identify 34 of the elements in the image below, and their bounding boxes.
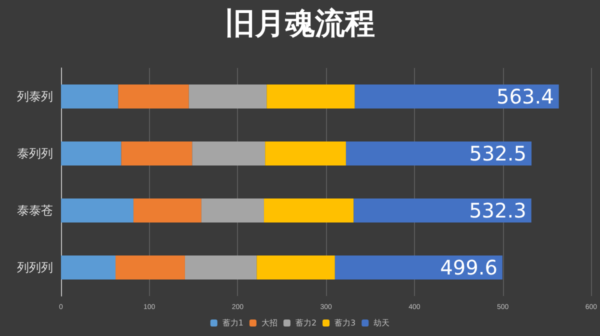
total-label: 563.4	[496, 84, 554, 108]
y-tick-label: 泰列列	[17, 146, 53, 160]
bar	[61, 142, 122, 166]
bar	[188, 84, 267, 108]
bar	[346, 142, 532, 166]
y-tick-label: 列泰列	[17, 90, 53, 104]
bar	[61, 256, 116, 280]
bar	[133, 198, 202, 222]
legend-label: 蓄力3	[334, 318, 356, 328]
bar	[201, 198, 264, 222]
bar	[354, 198, 532, 222]
legend-label: 蓄力2	[295, 318, 317, 328]
bar	[334, 256, 502, 280]
y-tick-label: 列列列	[17, 260, 53, 274]
bar	[61, 198, 134, 222]
bar	[116, 256, 185, 280]
bar	[265, 142, 346, 166]
y-tick-label: 泰泰苍	[17, 204, 53, 218]
legend-label: 蓄力1	[222, 318, 244, 328]
legend-label: 劫天	[374, 318, 390, 328]
bar	[256, 256, 335, 280]
chart-title: 旧月魂流程	[225, 6, 375, 42]
total-label: 532.3	[469, 198, 526, 222]
bar	[184, 256, 257, 280]
bar	[264, 198, 354, 222]
total-label: 499.6	[440, 256, 498, 280]
bar	[118, 84, 189, 108]
bar	[354, 84, 559, 108]
bar	[61, 84, 118, 108]
legend-label: 大招	[261, 318, 278, 328]
bar	[266, 84, 355, 108]
bar	[192, 142, 266, 166]
bar	[121, 142, 192, 166]
total-label: 532.5	[469, 142, 527, 166]
